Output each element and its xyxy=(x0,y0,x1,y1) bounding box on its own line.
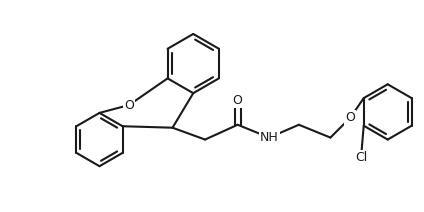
Text: Cl: Cl xyxy=(355,151,367,164)
Text: O: O xyxy=(345,111,355,124)
Text: O: O xyxy=(124,99,134,112)
Text: NH: NH xyxy=(260,131,279,144)
Text: O: O xyxy=(233,93,243,107)
